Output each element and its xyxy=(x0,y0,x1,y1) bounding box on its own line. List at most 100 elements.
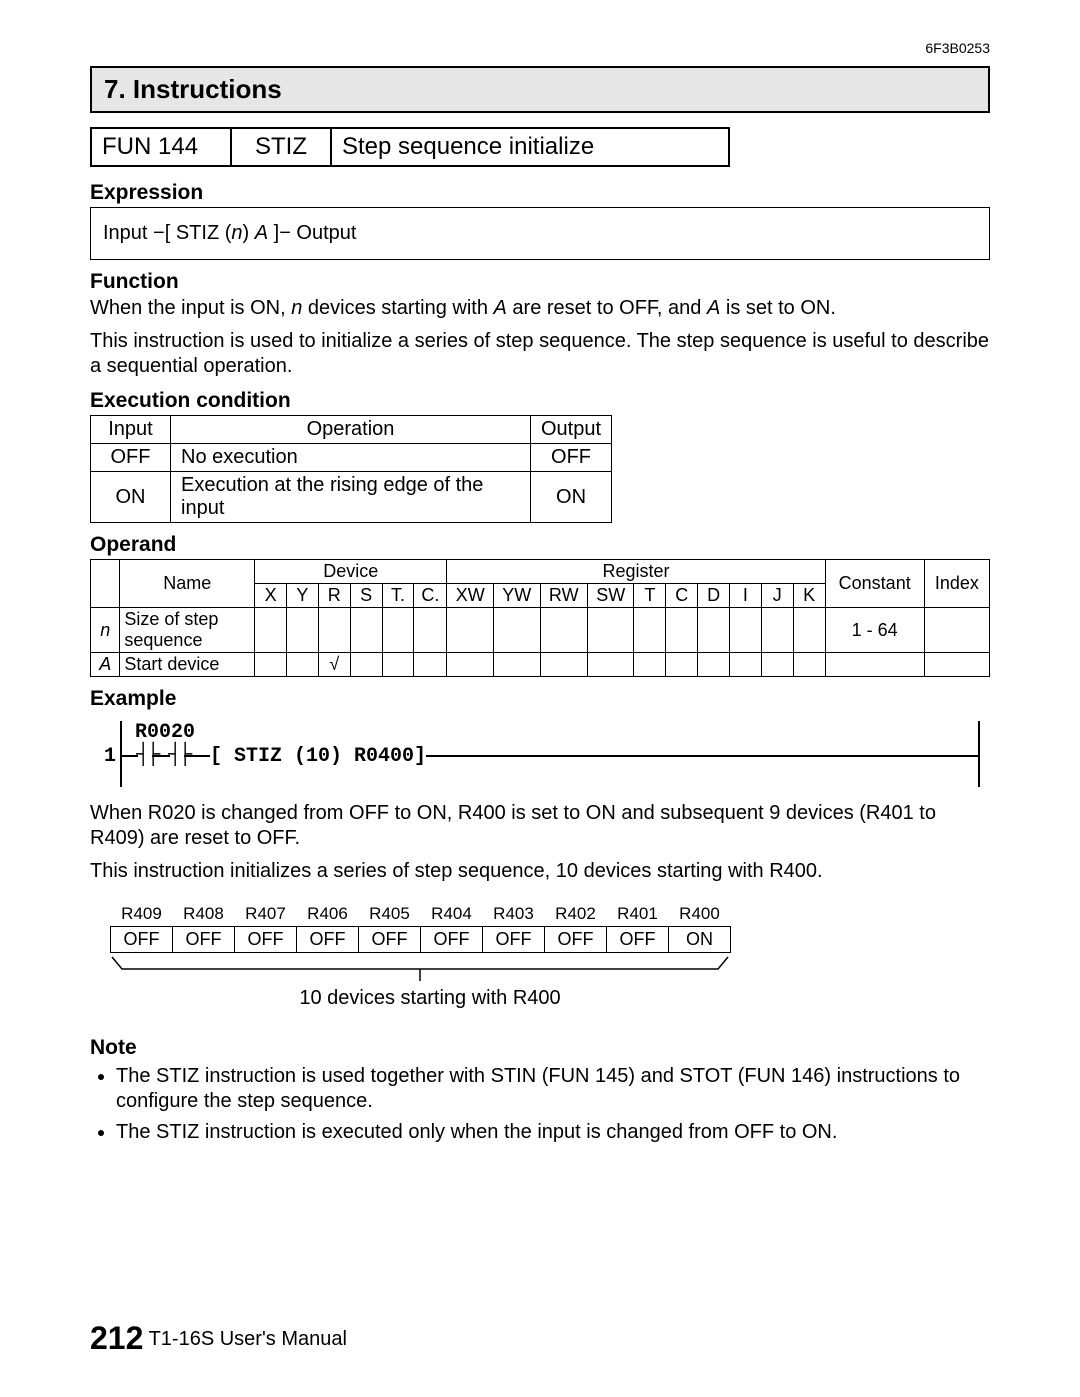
op-const: 1 - 64 xyxy=(825,608,924,653)
note-heading: Note xyxy=(90,1036,990,1060)
m xyxy=(382,653,414,677)
th-constant: Constant xyxy=(825,560,924,608)
th-output: Output xyxy=(531,416,612,444)
brace-caption: 10 devices starting with R400 xyxy=(110,987,750,1010)
cell: OFF xyxy=(531,444,612,472)
expr-n: n xyxy=(231,222,242,244)
example-p2: This instruction initializes a series of… xyxy=(90,859,990,884)
cell: Execution at the rising edge of the inpu… xyxy=(171,472,531,523)
t: A xyxy=(707,297,720,319)
v: OFF xyxy=(545,927,607,953)
op-index xyxy=(924,653,989,677)
note-item: The STIZ instruction is used together wi… xyxy=(116,1064,990,1114)
example-heading: Example xyxy=(90,687,990,711)
t: n xyxy=(291,297,302,319)
rc: C xyxy=(666,584,698,608)
v: OFF xyxy=(421,927,483,953)
op-const xyxy=(825,653,924,677)
th-register: Register xyxy=(447,560,825,584)
rc: D xyxy=(698,584,730,608)
m xyxy=(730,608,762,653)
rc: SW xyxy=(587,584,634,608)
m xyxy=(414,608,447,653)
h: R402 xyxy=(545,902,607,927)
fun-code: FUN 144 xyxy=(92,129,232,165)
th-name: Name xyxy=(120,560,255,608)
m xyxy=(255,653,287,677)
m xyxy=(447,653,494,677)
function-code-row: FUN 144 STIZ Step sequence initialize xyxy=(90,127,730,167)
cell: ON xyxy=(91,472,171,523)
dc: S xyxy=(350,584,382,608)
t: devices starting with xyxy=(302,297,493,319)
m xyxy=(666,608,698,653)
op-name: Size of step sequence xyxy=(120,608,255,653)
function-text-2: This instruction is used to initialize a… xyxy=(90,329,990,379)
page-footer: 212 T1-16S User's Manual xyxy=(90,1320,347,1357)
example-p1: When R020 is changed from OFF to ON, R40… xyxy=(90,801,990,851)
doc-code: 6F3B0253 xyxy=(90,40,990,56)
m xyxy=(730,653,762,677)
ladder-diagram: R0020 1 ┤ ├ ┤ ├ [ STIZ (10) R0400] xyxy=(110,721,990,791)
expression-heading: Expression xyxy=(90,181,990,205)
rc: YW xyxy=(494,584,541,608)
fun-mnemonic: STIZ xyxy=(232,129,332,165)
chapter-heading: 7. Instructions xyxy=(90,66,990,113)
m xyxy=(761,608,793,653)
m xyxy=(698,608,730,653)
cell: No execution xyxy=(171,444,531,472)
m xyxy=(287,608,319,653)
th-operation: Operation xyxy=(171,416,531,444)
m xyxy=(666,653,698,677)
op-name: Start device xyxy=(120,653,255,677)
m xyxy=(587,608,634,653)
dc: C. xyxy=(414,584,447,608)
m xyxy=(494,608,541,653)
h: R403 xyxy=(483,902,545,927)
th-input: Input xyxy=(91,416,171,444)
rc: T xyxy=(634,584,666,608)
m xyxy=(287,653,319,677)
m xyxy=(447,608,494,653)
v: OFF xyxy=(235,927,297,953)
m xyxy=(494,653,541,677)
m xyxy=(318,608,350,653)
m xyxy=(793,608,825,653)
contact-label: R0020 xyxy=(135,721,195,744)
expression-box: Input −[ STIZ (n) A ]− Output xyxy=(90,207,990,260)
m xyxy=(414,653,447,677)
op-index xyxy=(924,608,989,653)
cell: OFF xyxy=(91,444,171,472)
exec-table: Input Operation Output OFF No execution … xyxy=(90,415,612,523)
th-device: Device xyxy=(255,560,447,584)
m xyxy=(634,653,666,677)
v: OFF xyxy=(297,927,359,953)
th-index: Index xyxy=(924,560,989,608)
h: R407 xyxy=(235,902,297,927)
operand-heading: Operand xyxy=(90,533,990,557)
device-state-table: R409 R408 R407 R406 R405 R404 R403 R402 … xyxy=(110,902,731,953)
v: OFF xyxy=(359,927,421,953)
rung-number: 1 xyxy=(104,745,116,768)
h: R406 xyxy=(297,902,359,927)
v: OFF xyxy=(607,927,669,953)
m xyxy=(698,653,730,677)
m xyxy=(761,653,793,677)
v: OFF xyxy=(173,927,235,953)
h: R408 xyxy=(173,902,235,927)
t: A xyxy=(494,297,507,319)
m xyxy=(255,608,287,653)
t: When the input is ON, xyxy=(90,297,291,319)
m xyxy=(540,608,587,653)
h: R400 xyxy=(669,902,731,927)
operand-table: Name Device Register Constant Index X Y … xyxy=(90,559,990,677)
m xyxy=(587,653,634,677)
m xyxy=(350,653,382,677)
op-sym: n xyxy=(91,608,120,653)
dc: R xyxy=(318,584,350,608)
rc: XW xyxy=(447,584,494,608)
h: R409 xyxy=(111,902,173,927)
dc: T. xyxy=(382,584,414,608)
expr-A: A xyxy=(255,222,268,244)
t: are reset to OFF, and xyxy=(507,297,707,319)
